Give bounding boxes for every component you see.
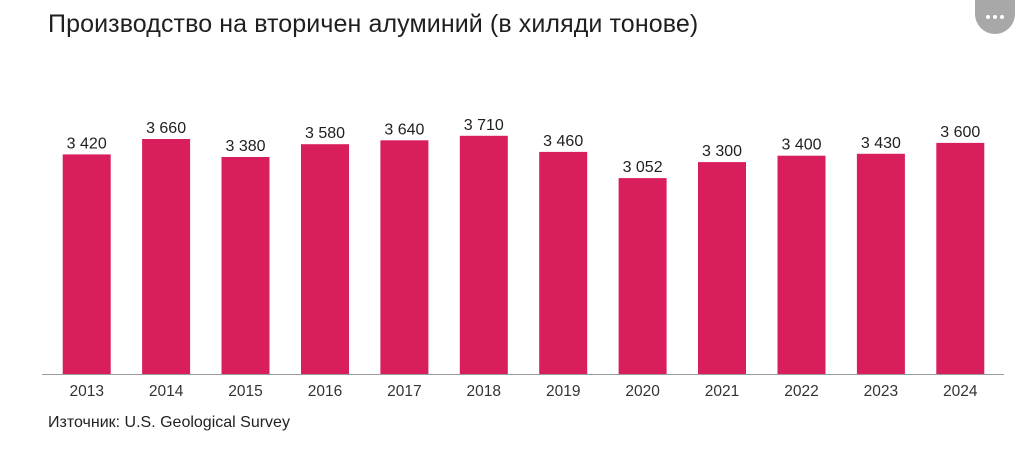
x-tick-labels-group: 2013 2014 2015 2016 2017 2018 2019 2020 2021 2022…: [69, 383, 977, 400]
x-tick-label-2016: 2016: [308, 383, 342, 400]
x-tick-label-2021: 2021: [705, 383, 739, 400]
x-tick-label-2024: 2024: [943, 383, 978, 400]
x-tick-label-2017: 2017: [387, 383, 421, 400]
x-tick-label-2013: 2013: [69, 383, 103, 400]
value-label-2016: 3 580: [305, 125, 345, 142]
value-labels-group: 3 420 3 660 3 380 3 580 3 640 3 710 3 460 3 052…: [67, 117, 981, 176]
bar-2017: [380, 140, 429, 374]
x-tick-label-2022: 2022: [784, 383, 818, 400]
x-tick-label-2014: 2014: [149, 383, 184, 400]
bar-2016: [301, 144, 349, 374]
value-label-2024: 3 600: [940, 124, 980, 141]
bar-2019: [539, 151, 588, 374]
value-label-2015: 3 380: [225, 138, 265, 155]
bar-2018: [459, 135, 508, 374]
more-options-button[interactable]: [975, 0, 1015, 34]
value-label-2017: 3 640: [384, 121, 424, 138]
more-horizontal-icon-dot: [993, 15, 997, 19]
value-label-2021: 3 300: [702, 143, 742, 160]
bar-2024: [936, 142, 985, 374]
x-tick-label-2015: 2015: [228, 383, 262, 400]
value-label-2014: 3 660: [146, 120, 186, 137]
x-tick-label-2023: 2023: [864, 383, 898, 400]
bar-2014: [142, 139, 191, 374]
chart-title: Производство на вторичен алуминий (в хил…: [48, 10, 699, 38]
x-tick-label-2018: 2018: [467, 383, 501, 400]
source-note: Източник: U.S. Geological Survey: [48, 414, 290, 431]
value-label-2019: 3 460: [543, 133, 583, 150]
bars-group: [62, 135, 985, 374]
x-tick-label-2019: 2019: [546, 383, 580, 400]
value-label-2020: 3 052: [623, 159, 663, 176]
value-label-2013: 3 420: [67, 135, 107, 152]
bar-2021: [698, 162, 746, 374]
more-horizontal-icon-dot: [1000, 15, 1004, 19]
value-label-2022: 3 400: [781, 137, 821, 154]
x-tick-label-2020: 2020: [625, 383, 660, 400]
bar-2013: [62, 154, 111, 374]
value-label-2018: 3 710: [464, 117, 504, 134]
more-horizontal-icon: [986, 15, 990, 19]
bar-2020: [618, 178, 667, 374]
bar-2015: [221, 157, 270, 374]
value-label-2023: 3 430: [861, 135, 901, 152]
bar-2022: [777, 155, 826, 374]
bar-2023: [856, 153, 905, 374]
